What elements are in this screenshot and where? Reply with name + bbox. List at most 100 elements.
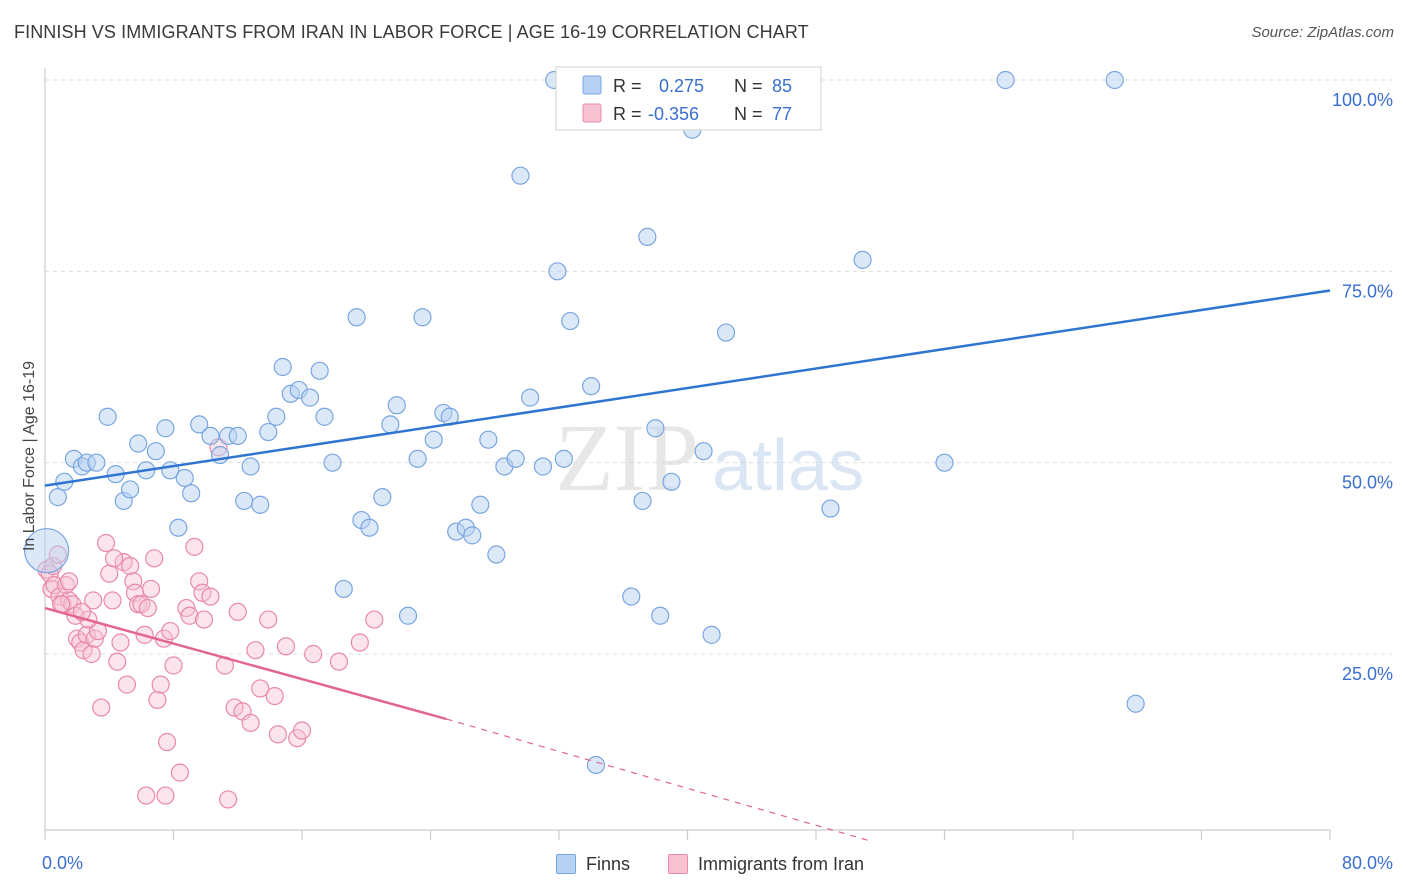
point-finns [479,430,498,449]
point-finns [586,755,606,775]
y-tick-label: 50.0% [1342,473,1393,493]
point-iran [151,675,170,694]
point-iran [137,786,156,805]
point-iran [111,633,130,652]
point-finns [373,488,392,507]
point-iran [365,610,384,629]
point-finns [169,518,188,537]
point-iran [124,572,143,591]
point-finns [694,442,713,461]
point-finns [646,419,665,438]
point-finns [996,70,1015,90]
point-finns [381,415,400,434]
point-finns [87,453,106,472]
point-iran [117,675,137,694]
point-finns [622,587,641,606]
series-finns-points [24,70,1145,775]
point-finns [323,453,342,472]
point-iran [156,786,175,805]
point-iran [148,690,167,710]
point-finns [241,457,260,476]
point-iran [292,721,312,740]
point-iran [121,556,140,576]
point-finns [506,449,525,468]
legend-label-finns: Finns [586,853,631,874]
point-finns [520,388,540,407]
point-iran [100,564,119,583]
point-finns [935,453,954,472]
point-finns [463,526,482,545]
trend-lines [44,289,1331,843]
legend-bottom: Finns Immigrants from Iran [0,852,1406,878]
point-iran [276,637,296,656]
point-finns [259,422,278,442]
point-iran [161,621,180,641]
point-finns [821,499,840,518]
point-finns [413,308,432,327]
watermark-atlas: atlas [712,426,864,506]
point-finns [300,388,320,407]
legend-n-value-finns: 85 [772,76,792,96]
point-iran [103,591,122,610]
point-iran [96,533,116,553]
point-iran [164,656,183,675]
chart-title: FINNISH VS IMMIGRANTS FROM IRAN IN LABOR… [14,22,809,42]
point-iran [246,641,265,660]
point-finns [156,419,175,438]
point-iran [265,686,284,706]
point-iran [304,644,323,664]
point-iran [84,591,103,610]
point-finns [554,449,573,468]
point-finns [702,625,721,644]
point-finns [424,430,443,449]
point-finns [1105,70,1124,90]
point-finns [511,166,530,185]
point-finns [638,227,657,246]
point-finns [347,308,366,327]
legend-item-iran[interactable]: Immigrants from Iran [668,852,864,876]
point-iran [194,610,214,629]
point-iran [108,652,127,671]
source-note: Source: ZipAtlas.com [1251,24,1394,41]
point-finns [235,491,254,511]
legend-n-label-iran: N = [734,104,763,124]
trend-line-finns [44,289,1331,487]
point-finns [251,495,270,514]
point-finns [582,377,601,396]
legend-r-label-finns: R = [613,76,642,96]
point-finns [315,407,334,426]
point-iran [329,652,349,671]
point-finns [24,528,70,574]
point-finns [201,426,220,445]
y-tick-label: 25.0% [1342,664,1393,684]
point-finns [633,491,652,511]
point-finns [548,262,567,281]
point-finns [398,606,418,625]
watermark: ZIP atlas [555,404,864,511]
point-finns [190,415,209,434]
y-axis-label: In Labor Force | Age 16-19 [21,361,38,551]
point-finns [471,495,490,514]
point-finns [360,518,379,537]
legend-item-finns[interactable]: Finns [556,852,630,876]
point-finns [853,250,872,269]
legend-swatch-iran [582,103,602,123]
point-finns [387,396,406,415]
watermark-zip: ZIP [555,404,699,511]
point-finns [48,488,67,507]
point-iran [180,606,199,625]
point-iran [219,790,238,809]
trend-line-iran-extension [446,718,873,843]
point-iran [145,549,164,568]
legend-n-label-finns: N = [734,76,763,96]
point-iran [59,572,79,591]
tick-labels: 25.0% 50.0% 75.0% 100.0% 0.0% 80.0% [42,90,1393,873]
point-finns [121,480,140,499]
point-iran [170,763,190,782]
point-iran [82,644,101,664]
legend-top: R = 0.275 N = 85 R = -0.356 N = 77 [555,66,822,131]
point-iran [157,732,177,752]
legend-r-label-iran: R = [613,104,642,124]
legend-label-iran: Immigrants from Iran [698,853,865,874]
